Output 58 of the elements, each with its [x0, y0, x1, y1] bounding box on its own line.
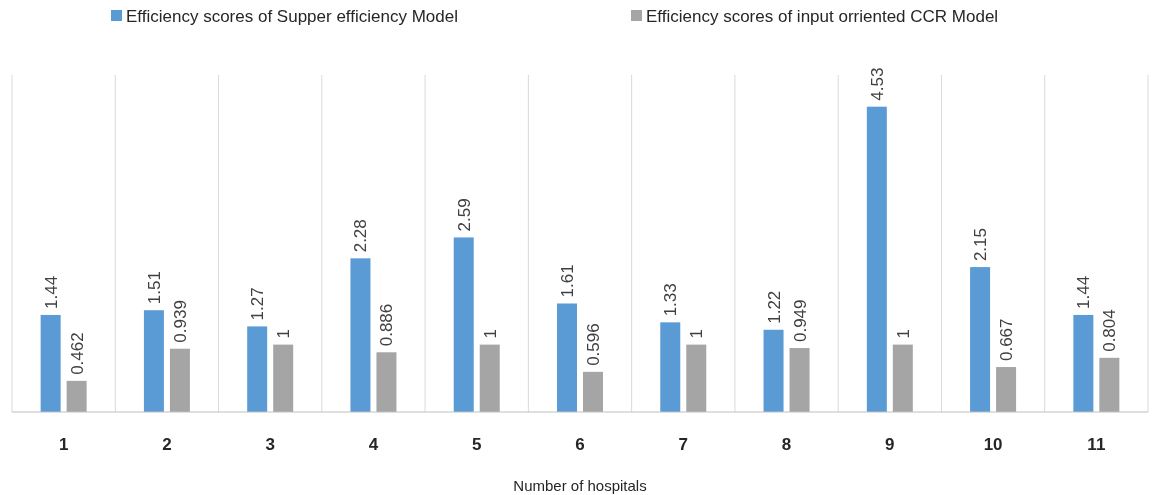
bar: [350, 258, 371, 412]
legend-label: Efficiency scores of Supper efficiency Model: [126, 7, 458, 26]
x-axis-title: Number of hospitals: [513, 477, 647, 494]
x-tick-label: 8: [781, 435, 792, 454]
bar: [686, 344, 707, 412]
data-label: 0.667: [997, 318, 1017, 362]
bar: [453, 237, 474, 412]
bar: [789, 348, 810, 412]
bar: [583, 371, 603, 412]
data-label: 1.27: [248, 287, 268, 321]
bar: [763, 329, 784, 412]
bar: [892, 344, 913, 412]
bar: [143, 310, 164, 412]
bar: [376, 352, 397, 412]
data-label: 0.596: [584, 323, 603, 366]
bar: [1073, 314, 1094, 412]
bar: [273, 344, 294, 412]
bar: [996, 367, 1017, 412]
data-label: 2.15: [971, 228, 991, 262]
data-label: 0.804: [1100, 309, 1120, 352]
data-label: 2.28: [351, 219, 371, 253]
data-label: 1: [480, 329, 500, 339]
data-label: 0.886: [377, 303, 397, 347]
data-label: 1.51: [144, 271, 164, 305]
x-tick-label: 11: [1087, 435, 1106, 454]
data-label: 1.44: [1074, 275, 1094, 309]
bar: [557, 303, 577, 412]
data-label: 0.462: [67, 332, 87, 375]
data-label: 4.53: [867, 67, 887, 101]
x-tick-label: 4: [368, 435, 379, 454]
bar: [866, 106, 887, 412]
x-tick-label: 5: [471, 435, 482, 454]
x-tick-label: 7: [678, 435, 689, 454]
bar: [660, 322, 681, 412]
bar: [247, 326, 268, 412]
bar: [169, 348, 190, 412]
data-label: 1.44: [41, 275, 61, 309]
bar: [479, 344, 500, 412]
x-tick-label: 3: [265, 435, 275, 454]
x-tick-label: 9: [885, 435, 895, 454]
legend-label: Efficiency scores of input orriented CCR Model: [646, 7, 999, 26]
bar: [970, 267, 991, 412]
x-tick-label: 2: [162, 435, 172, 454]
data-label: 1.22: [764, 290, 784, 324]
data-label: 1.61: [558, 264, 577, 298]
data-label: 1: [687, 329, 707, 339]
data-label: 0.939: [170, 300, 190, 343]
x-tick-label: 10: [983, 435, 1003, 454]
bar: [40, 314, 61, 412]
data-label: 1: [893, 329, 913, 339]
data-label: 2.59: [454, 198, 474, 232]
data-label: 1: [274, 329, 294, 339]
bar: [66, 380, 87, 412]
data-label: 1.33: [661, 283, 681, 317]
x-tick-label: 6: [575, 435, 585, 454]
bar: [1099, 357, 1120, 412]
x-tick-label: 1: [58, 435, 69, 454]
data-label: 0.949: [790, 299, 810, 343]
